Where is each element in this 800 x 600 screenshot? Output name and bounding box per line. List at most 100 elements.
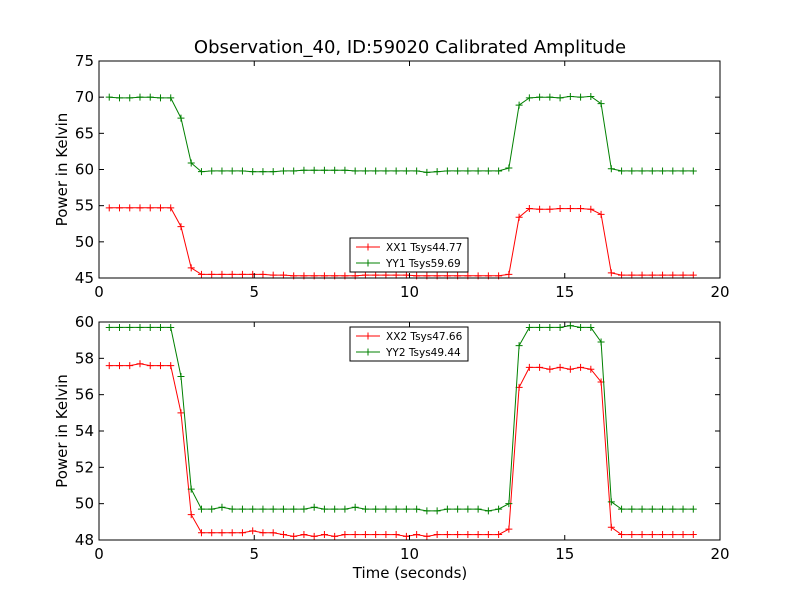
p0-series-0-point [146, 204, 154, 212]
p0-series-1-point [402, 167, 410, 175]
p1-series-0-point [187, 511, 195, 519]
p0-series-1-point [197, 168, 205, 176]
subplot-top: 0 5 10 15 20 45 50 55 60 65 70 75 Power in Kelvin XX1… [53, 52, 730, 301]
p0-series-1-point [577, 93, 585, 101]
p1-series-1-point [320, 505, 328, 513]
p1-series-1-point [228, 505, 236, 513]
p0-series-0-point [618, 271, 626, 279]
p0-series-1-point [689, 167, 697, 175]
p1-series-line-1 [109, 325, 694, 512]
p0-series-1-point [392, 167, 400, 175]
p0-series-1-point [382, 167, 390, 175]
p1-series-1-point [566, 322, 574, 330]
p0-series-1-point [372, 167, 380, 175]
p1-x-tick-label: 5 [249, 545, 259, 563]
p1-series-0-point [536, 363, 544, 371]
p0-series-0-point [126, 204, 134, 212]
p1-series-0-point [228, 529, 236, 537]
p0-series-line-0 [109, 207, 694, 277]
p1-series-1-point [464, 505, 472, 513]
p1-series-1-point [136, 323, 144, 331]
p1-legend-label-1: YY2 Tsys49.44 [385, 347, 461, 359]
p0-series-1-point [249, 168, 257, 176]
subplot-bottom: 0 5 10 15 20 48 50 52 54 56 58 60 Power in Kelvin XX2… [53, 313, 730, 563]
p1-series-1-point [300, 505, 308, 513]
p0-y-tick-label: 65 [75, 124, 94, 142]
p0-series-0-point [577, 205, 585, 213]
p1-series-0-point [413, 531, 421, 539]
p0-legend-marker-0 [364, 243, 372, 251]
p1-y-axis-label: Power in Kelvin [53, 374, 71, 488]
p1-series-0-point [669, 531, 677, 539]
p1-series-0-point [505, 525, 513, 533]
p1-legend [349, 326, 469, 362]
p1-series-0-point [402, 532, 410, 540]
p0-series-1-point [105, 93, 113, 101]
p0-series-0-point [556, 205, 564, 213]
p1-series-0-point [577, 363, 585, 371]
p1-series-1-point [279, 505, 287, 513]
p0-series-1-point [310, 166, 318, 174]
p0-x-tick-label: 15 [555, 283, 574, 301]
p1-series-line-0 [109, 363, 694, 537]
p1-series-1-point [269, 505, 277, 513]
p1-series-1-point [577, 323, 585, 331]
p0-series-0-point [536, 205, 544, 213]
p1-series-1-point [197, 505, 205, 513]
p1-series-1-point [556, 323, 564, 331]
p0-y-tick-label: 60 [75, 161, 94, 179]
p0-series-1-point [351, 167, 359, 175]
p1-series-0-point [638, 531, 646, 539]
p0-series-1-point [525, 94, 533, 102]
p0-series-1-point [228, 167, 236, 175]
p1-series-0-point [372, 531, 380, 539]
p0-series-0-point [238, 270, 246, 278]
p1-series-1-point [618, 505, 626, 513]
p0-series-0-point [197, 270, 205, 278]
p1-series-0-point [392, 531, 400, 539]
p0-series-1-point [259, 168, 267, 176]
p1-series-0-point [167, 362, 175, 370]
p1-series-0-point [546, 365, 554, 373]
p1-legend-label-0: XX2 Tsys47.66 [386, 331, 463, 343]
p0-series-1-point [659, 167, 667, 175]
p0-series-1-point [136, 93, 144, 101]
p0-series-0-point [597, 210, 605, 218]
chart-title: Observation_40, ID:59020 Calibrated Ampl… [194, 37, 626, 58]
p0-series-1-point [638, 167, 646, 175]
p1-series-1-point [177, 373, 185, 380]
p1-series-1-point [597, 338, 605, 346]
p0-series-0-point [105, 204, 113, 212]
p1-series-0-point [320, 531, 328, 539]
p1-series-0-point [566, 365, 574, 373]
p1-x-tick-label: 10 [400, 545, 419, 563]
p0-series-1-point [597, 100, 605, 108]
p1-x-tick-label: 15 [555, 545, 574, 563]
p1-series-1-point [341, 505, 349, 513]
p0-series-0-point [269, 271, 277, 279]
p1-series-1-point [310, 503, 318, 511]
p1-series-0-point [443, 531, 451, 539]
p1-series-0-point [269, 529, 277, 537]
p1-series-1-point [382, 505, 390, 513]
p1-series-1-point [361, 505, 369, 513]
p1-series-1-point [648, 505, 656, 513]
p0-series-0-point [218, 270, 226, 278]
p0-series-0-point [689, 271, 697, 279]
p0-series-0-point [279, 271, 287, 279]
p1-legend-marker-1 [364, 348, 372, 356]
p1-series-0-point [361, 531, 369, 539]
p1-x-tick-label: 0 [94, 545, 104, 563]
p0-series-0-point [648, 271, 656, 279]
p0-series-1-point [464, 167, 472, 175]
p0-series-1-point [607, 165, 615, 173]
p1-series-1-point [146, 323, 154, 331]
p1-series-0-point [310, 532, 318, 540]
p1-y-tick-label: 50 [75, 495, 94, 513]
p1-series-1-point [238, 505, 246, 513]
p0-x-tick-label: 10 [400, 283, 419, 301]
p0-series-0-point [515, 213, 523, 221]
p0-legend-label-1: YY1 Tsys59.69 [385, 258, 461, 270]
p1-series-0-point [607, 523, 615, 531]
